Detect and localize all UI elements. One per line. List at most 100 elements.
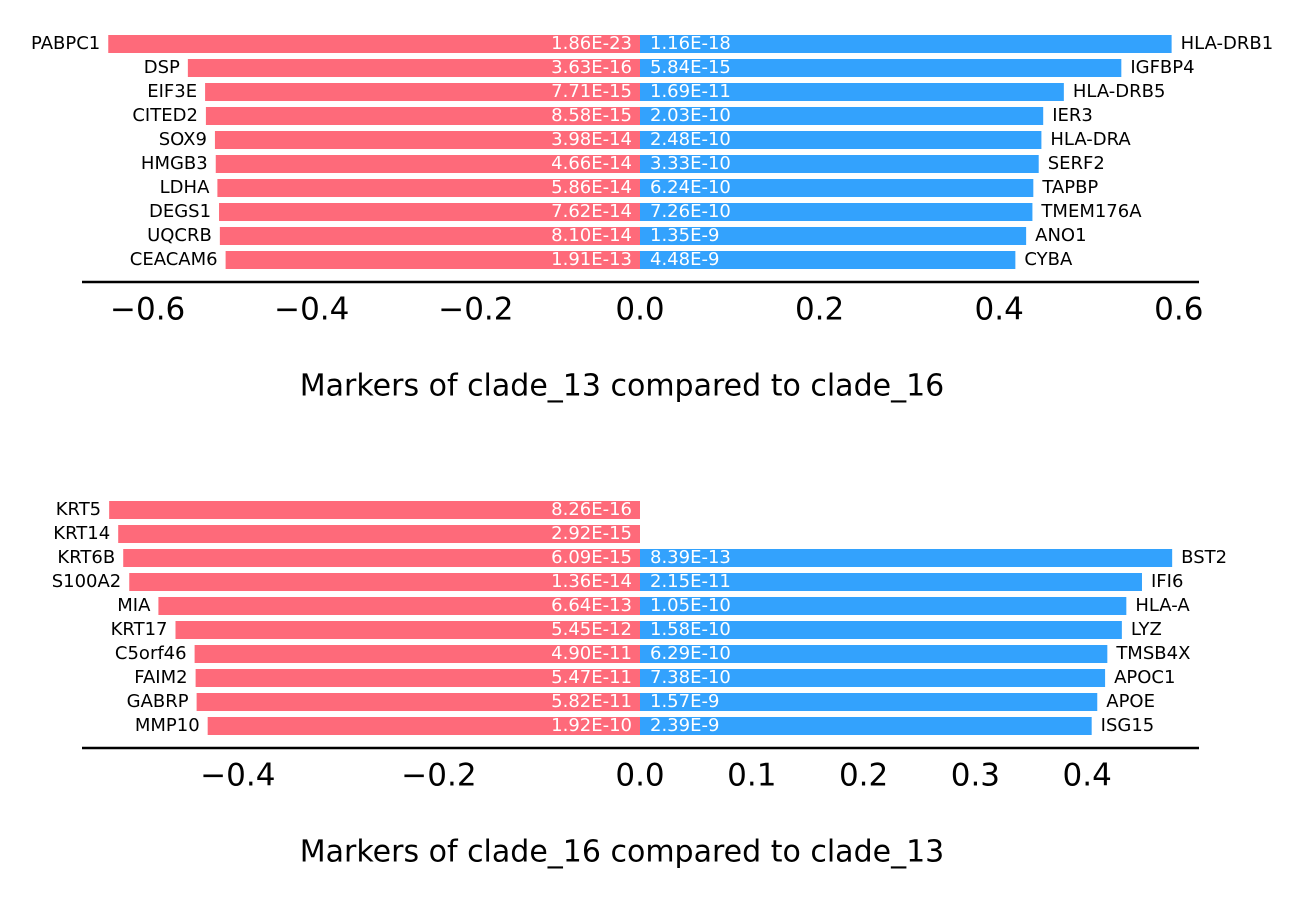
bar <box>194 645 640 663</box>
gene-label: CITED2 <box>132 105 198 126</box>
pvalue-label: 1.57E-9 <box>650 691 719 712</box>
bar <box>195 669 640 687</box>
gene-label: S100A2 <box>52 571 122 592</box>
bar <box>640 131 1042 149</box>
x-tick-label: −0.4 <box>274 292 349 328</box>
pvalue-label: 4.90E-11 <box>551 643 632 664</box>
pvalue-label: 7.71E-15 <box>551 81 632 102</box>
x-tick-label: 0.3 <box>951 758 1000 794</box>
x-tick-label: 0.2 <box>839 758 888 794</box>
bar <box>640 35 1172 53</box>
bar <box>640 717 1092 735</box>
gene-label: HMGB3 <box>141 153 208 174</box>
bar <box>214 131 640 149</box>
bar <box>640 693 1098 711</box>
pvalue-label: 2.39E-9 <box>650 715 719 736</box>
pvalue-label: 2.15E-11 <box>650 571 731 592</box>
bar <box>205 107 641 125</box>
pvalue-label: 5.47E-11 <box>551 667 632 688</box>
gene-label: IFI6 <box>1151 571 1183 592</box>
bar <box>640 155 1039 173</box>
pvalue-label: 1.35E-9 <box>650 225 719 246</box>
bar <box>640 203 1033 221</box>
gene-label: HLA-DRA <box>1050 129 1131 150</box>
gene-label: KRT5 <box>56 499 101 520</box>
gene-label: TAPBP <box>1041 177 1098 198</box>
bar <box>205 83 640 101</box>
pvalue-label: 1.58E-10 <box>650 619 731 640</box>
x-tick-label: −0.6 <box>110 292 185 328</box>
bar <box>640 107 1044 125</box>
gene-label: DSP <box>144 57 180 78</box>
pvalue-label: 5.82E-11 <box>551 691 632 712</box>
gene-label: KRT17 <box>111 619 168 640</box>
bar <box>225 251 640 269</box>
bar <box>175 621 641 639</box>
gene-label: DEGS1 <box>149 201 211 222</box>
bar <box>108 35 640 53</box>
pvalue-label: 6.29E-10 <box>650 643 731 664</box>
gene-label: SERF2 <box>1048 153 1105 174</box>
bar <box>118 525 641 543</box>
gene-label: HLA-DRB5 <box>1073 81 1166 102</box>
x-tick-label: 0.1 <box>727 758 776 794</box>
pvalue-label: 1.91E-13 <box>551 249 632 270</box>
bar <box>219 227 640 245</box>
pvalue-label: 3.98E-14 <box>551 129 632 150</box>
pvalue-label: 4.48E-9 <box>650 249 719 270</box>
gene-label: TMSB4X <box>1115 643 1190 664</box>
gene-label: LYZ <box>1131 619 1162 640</box>
pvalue-label: 6.24E-10 <box>650 177 731 198</box>
pvalue-label: 1.36E-14 <box>551 571 632 592</box>
pvalue-label: 2.03E-10 <box>650 105 731 126</box>
x-tick-label: 0.2 <box>795 292 844 328</box>
bar <box>640 573 1142 591</box>
pvalue-label: 1.16E-18 <box>650 33 731 54</box>
pvalue-label: 4.66E-14 <box>551 153 632 174</box>
gene-label: C5orf46 <box>115 643 187 664</box>
pvalue-label: 1.86E-23 <box>551 33 632 54</box>
gene-label: IGFBP4 <box>1130 57 1194 78</box>
bar <box>219 203 640 221</box>
pvalue-label: 6.64E-13 <box>551 595 632 616</box>
pvalue-label: 5.45E-12 <box>551 619 632 640</box>
pvalue-label: 7.38E-10 <box>650 667 731 688</box>
pvalue-label: 8.58E-15 <box>551 105 632 126</box>
pvalue-label: 3.33E-10 <box>650 153 731 174</box>
bar <box>640 669 1106 687</box>
gene-label: APOE <box>1106 691 1155 712</box>
gene-label: HLA-A <box>1135 595 1190 616</box>
gene-label: KRT14 <box>53 523 110 544</box>
x-tick-label: 0.4 <box>975 292 1024 328</box>
pvalue-label: 5.86E-14 <box>551 177 632 198</box>
bar <box>217 179 640 197</box>
pvalue-label: 6.09E-15 <box>551 547 632 568</box>
x-tick-label: 0.4 <box>1063 758 1112 794</box>
gene-label: MMP10 <box>135 715 200 736</box>
pvalue-label: 2.92E-15 <box>551 523 632 544</box>
axis-title: Markers of clade_16 compared to clade_13 <box>300 835 945 870</box>
pvalue-label: 1.69E-11 <box>650 81 731 102</box>
pvalue-label: 1.92E-10 <box>551 715 632 736</box>
pvalue-label: 3.63E-16 <box>551 57 632 78</box>
gene-label: PABPC1 <box>31 33 100 54</box>
gene-label: KRT6B <box>57 547 115 568</box>
gene-label: IER3 <box>1052 105 1093 126</box>
bar <box>640 621 1122 639</box>
pvalue-label: 7.26E-10 <box>650 201 731 222</box>
gene-label: APOC1 <box>1114 667 1175 688</box>
gene-label: ANO1 <box>1035 225 1086 246</box>
gene-label: SOX9 <box>159 129 207 150</box>
gene-label: LDHA <box>160 177 210 198</box>
bar <box>640 645 1108 663</box>
bar <box>640 251 1016 269</box>
bar <box>123 549 640 567</box>
pvalue-label: 1.05E-10 <box>650 595 731 616</box>
gene-label: UQCRB <box>147 225 212 246</box>
bar <box>207 717 641 735</box>
bar <box>129 573 640 591</box>
bar <box>640 227 1027 245</box>
bar <box>640 179 1034 197</box>
